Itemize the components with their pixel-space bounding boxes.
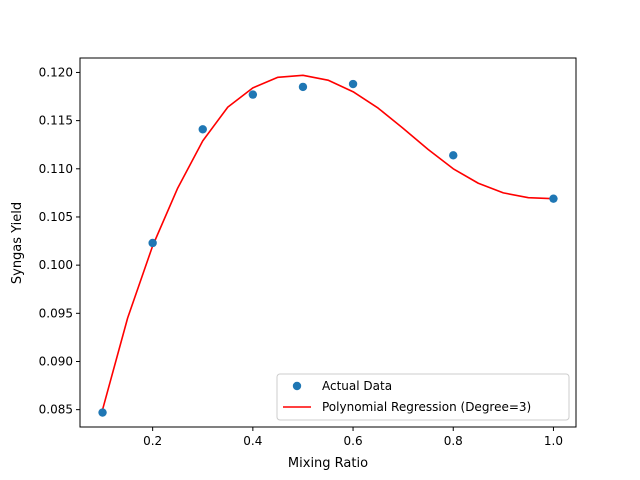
x-tick-label: 1.0: [544, 434, 563, 448]
x-tick-label: 0.4: [243, 434, 262, 448]
y-axis-label: Syngas Yield: [10, 202, 25, 284]
data-point: [298, 82, 308, 92]
x-axis-label: Mixing Ratio: [288, 456, 368, 471]
y-tick-label: 0.110: [39, 162, 73, 176]
plot-layer: [98, 74, 558, 417]
data-point: [248, 90, 258, 99]
y-tick-label: 0.115: [39, 114, 73, 128]
y-tick-label: 0.100: [39, 258, 73, 272]
axes-layer: 0.2 0.4 0.6 0.8 1.0 0.085 0.090 0.095 0.100 0.105…: [39, 57, 577, 448]
y-tick-label: 0.085: [39, 403, 73, 417]
legend: Actual Data Polynomial Regression (Degree…: [276, 373, 570, 421]
data-point: [148, 238, 157, 248]
data-point: [449, 151, 458, 160]
x-tick-label: 0.8: [444, 434, 463, 448]
data-point: [348, 79, 358, 89]
data-point: [198, 125, 207, 134]
data-point: [98, 408, 107, 417]
legend-label-actual-data: Actual Data: [322, 379, 392, 393]
legend-label-regression: Polynomial Regression (Degree=3): [322, 400, 531, 414]
y-tick-label: 0.095: [39, 306, 73, 320]
y-tick-label: 0.105: [39, 210, 73, 224]
x-tick-label: 0.6: [344, 434, 363, 448]
y-tick-label: 0.090: [39, 354, 73, 368]
y-tick-label: 0.120: [39, 65, 73, 79]
axes-frame: [79, 57, 577, 428]
data-point: [549, 194, 558, 203]
legend-box: [276, 373, 570, 421]
legend-marker-scatter: [292, 381, 302, 391]
regression-line: [101, 74, 554, 410]
x-tick-label: 0.2: [143, 434, 162, 448]
